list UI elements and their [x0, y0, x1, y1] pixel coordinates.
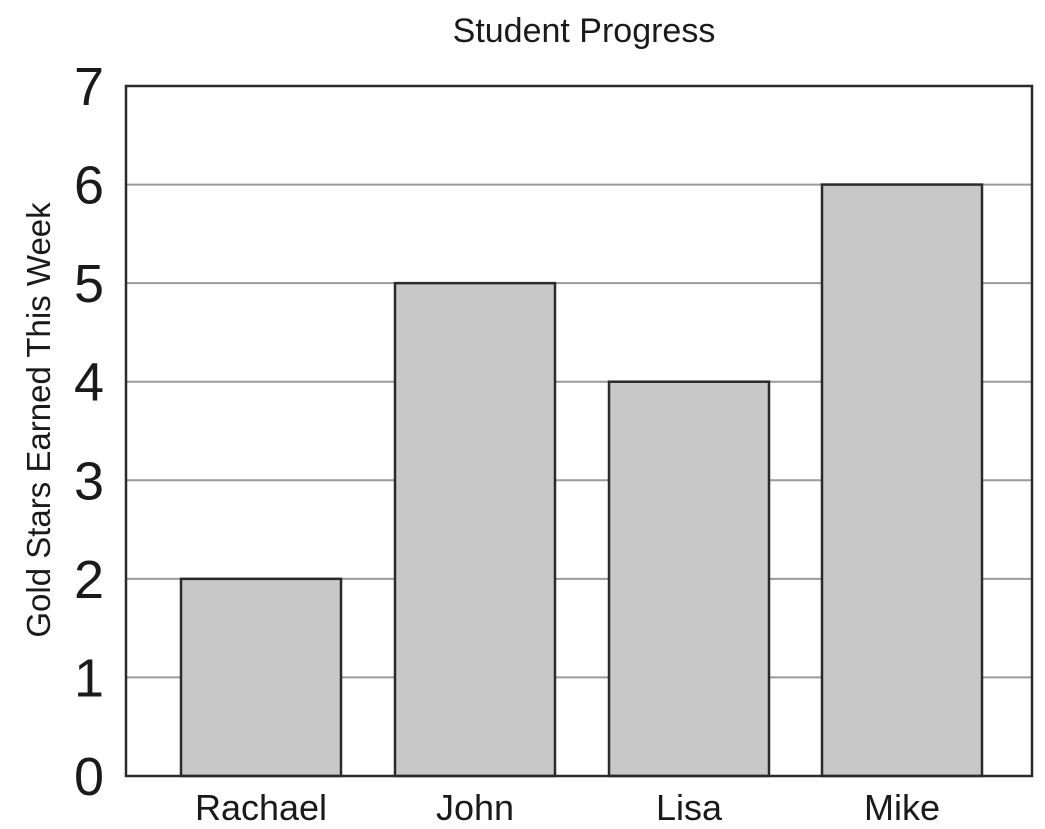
x-tick-label: Mike — [864, 787, 940, 828]
x-tick-labels: Rachael John Lisa Mike — [195, 787, 940, 828]
y-tick-label: 3 — [74, 451, 104, 511]
y-tick-label: 0 — [74, 747, 104, 807]
bar — [393, 281, 557, 778]
bar — [179, 577, 343, 778]
x-tick-label: Rachael — [195, 787, 327, 828]
x-tick-label: John — [436, 787, 514, 828]
chart-title: Student Progress — [453, 12, 716, 50]
y-tick-label: 2 — [74, 550, 104, 610]
y-tick-label: 5 — [74, 254, 104, 314]
bar — [820, 183, 984, 778]
bars — [179, 183, 984, 778]
y-tick-label: 6 — [74, 156, 104, 216]
y-axis-label: Gold Stars Earned This Week — [20, 202, 57, 638]
x-tick-label: Lisa — [656, 787, 723, 828]
y-tick-label: 1 — [74, 648, 104, 708]
y-tick-label: 4 — [74, 353, 104, 413]
bar — [607, 380, 771, 778]
y-tick-labels: 0 1 2 3 4 5 6 7 — [74, 57, 104, 807]
plot-frame — [124, 84, 1034, 778]
y-tick-label: 7 — [74, 57, 104, 117]
